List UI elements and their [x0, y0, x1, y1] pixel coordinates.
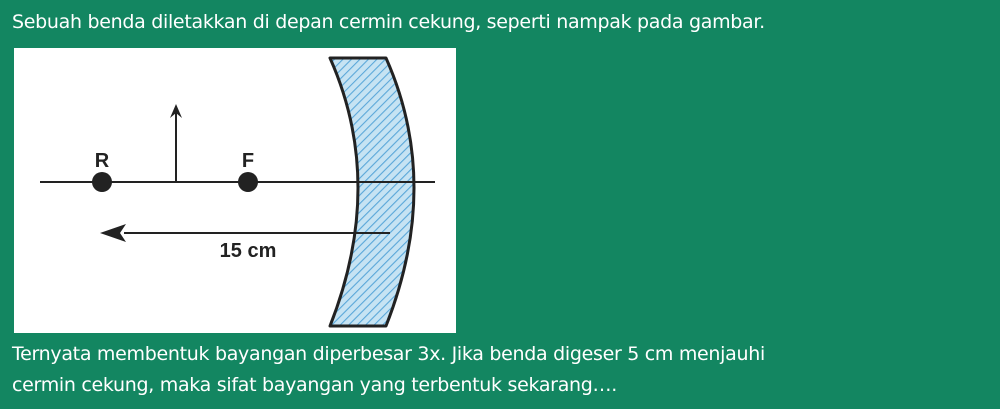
question-body-line-1: Ternyata membentuk bayangan diperbesar 3…: [12, 343, 765, 365]
distance-arrowhead: [100, 224, 126, 242]
label-r: R: [95, 150, 110, 172]
distance-label: 15 cm: [220, 240, 277, 262]
question-body-line-2: cermin cekung, maka sifat bayangan yang …: [12, 374, 617, 396]
mirror-diagram: R F 15 cm: [14, 48, 456, 333]
object-arrowhead: [170, 104, 182, 118]
label-f: F: [242, 150, 254, 172]
point-r: [92, 172, 112, 192]
question-intro: Sebuah benda diletakkan di depan cermin …: [12, 11, 765, 33]
concave-mirror: [328, 56, 416, 328]
point-f: [238, 172, 258, 192]
diagram-svg: R F 15 cm: [40, 56, 435, 328]
question-body: Ternyata membentuk bayangan diperbesar 3…: [12, 339, 912, 401]
